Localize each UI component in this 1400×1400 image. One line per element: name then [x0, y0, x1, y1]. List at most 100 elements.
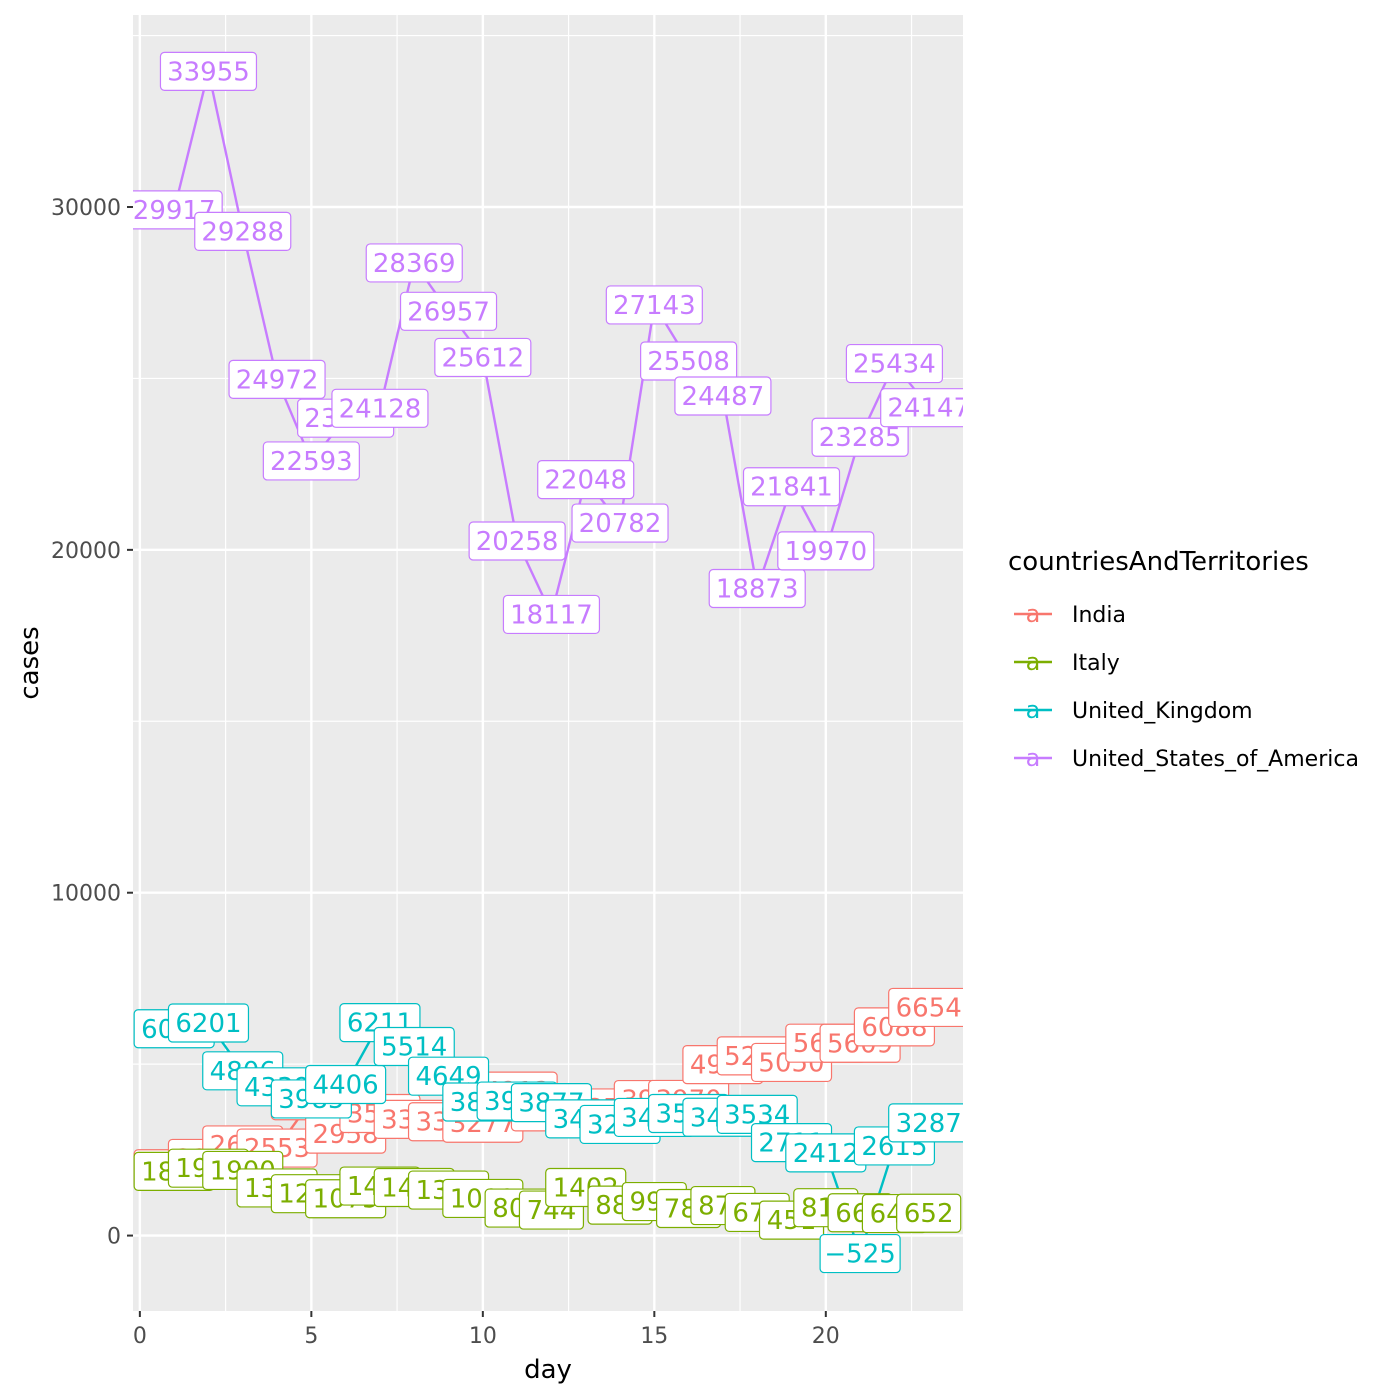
data-label-text: 25612 [441, 343, 524, 373]
data-label-box [502, 594, 601, 635]
legend-key-glyph: a [1026, 744, 1041, 772]
data-label: 6201 [167, 1003, 250, 1043]
legend-item: a Italy [1014, 648, 1120, 676]
data-label: 3287 [888, 1103, 963, 1143]
data-label-text: 26957 [407, 297, 490, 327]
data-label: 27143 [605, 285, 703, 325]
data-label-box [468, 521, 566, 561]
data-label-box [194, 211, 292, 252]
x-tick-label: 0 [133, 1324, 147, 1349]
data-label-box [845, 343, 944, 384]
data-label-text: 24972 [236, 365, 319, 395]
data-label-box [228, 359, 326, 399]
data-label-box [888, 1103, 963, 1143]
data-label-text: 6201 [175, 1009, 241, 1039]
data-label: 22593 [262, 441, 360, 481]
data-label-box [167, 1003, 250, 1043]
legend-key-glyph: a [1026, 600, 1041, 628]
data-label: 18873 [708, 568, 806, 609]
data-label: 25508 [640, 341, 738, 381]
data-label-text: 25434 [853, 350, 936, 380]
data-label: 28369 [365, 243, 463, 283]
data-label: −525 [819, 1233, 901, 1274]
data-label: 18117 [502, 594, 601, 635]
legend-key-glyph: a [1026, 696, 1041, 724]
y-tick-label: 20000 [51, 539, 121, 564]
data-label: 29288 [194, 211, 292, 252]
legend: countriesAndTerritories a India a Italy a Uni… [1008, 547, 1359, 772]
data-label-text: 20782 [579, 509, 662, 539]
legend-label: India [1072, 603, 1126, 628]
data-label-box [605, 285, 703, 325]
data-label-text: 24128 [339, 394, 422, 424]
y-axis-title: cases [15, 626, 45, 699]
data-label-text: 24147 [887, 394, 970, 424]
data-label-box [896, 1193, 962, 1233]
data-label: 21841 [742, 467, 841, 507]
y-tick-label: 30000 [51, 196, 121, 221]
legend-item: a United_States_of_America [1014, 744, 1359, 772]
legend-label: United_States_of_America [1072, 747, 1359, 772]
x-tick-label: 20 [812, 1324, 840, 1349]
data-label-box [365, 243, 463, 283]
data-label: 24128 [331, 388, 429, 428]
y-tick-label: 0 [107, 1225, 121, 1250]
data-label: 33955 [159, 51, 258, 92]
y-tick-label: 10000 [51, 882, 121, 907]
data-label-text: 25508 [647, 347, 730, 377]
data-label: 6654 [888, 987, 963, 1028]
legend-item: a United_Kingdom [1014, 696, 1253, 724]
data-label-box [880, 388, 963, 428]
data-label: 4406 [305, 1064, 387, 1105]
data-label-text: 19970 [784, 537, 867, 567]
data-label: 19970 [777, 531, 875, 571]
legend-title: countriesAndTerritories [1008, 547, 1309, 577]
data-label-box [305, 1064, 387, 1105]
data-label-text: 23285 [819, 423, 902, 453]
x-tick-label: 5 [304, 1324, 318, 1349]
data-label-box [708, 568, 806, 609]
data-label-box [399, 291, 498, 331]
data-label: 26957 [399, 291, 498, 331]
data-label: 5514 [373, 1026, 455, 1067]
data-label-box [331, 388, 429, 428]
data-label: 25434 [845, 343, 944, 384]
data-label-text: 22048 [544, 466, 627, 496]
legend-label: United_Kingdom [1072, 699, 1253, 724]
data-label-text: 20258 [476, 527, 559, 557]
data-label-text: 21841 [750, 473, 833, 503]
data-label-text: 22593 [270, 447, 353, 477]
data-label-box [571, 503, 669, 543]
data-label-text: 6654 [896, 993, 962, 1023]
data-label-text: 27143 [613, 291, 696, 321]
data-label-text: 2412 [793, 1139, 859, 1169]
axes: 0 5 10 15 20 0 10000 20000 30000 [51, 196, 840, 1349]
data-label: 24972 [228, 359, 326, 399]
data-label-box [811, 417, 909, 457]
data-label-text: 24487 [682, 382, 765, 412]
data-label-box [159, 51, 258, 92]
data-label-box [742, 467, 841, 507]
data-label-text: 18117 [510, 600, 593, 630]
data-label-text: −525 [824, 1240, 895, 1270]
data-label-text: 652 [904, 1199, 954, 1229]
x-tick-label: 10 [469, 1324, 497, 1349]
data-label-box [777, 531, 875, 571]
data-label-box [537, 460, 635, 500]
data-label-box [888, 987, 963, 1028]
data-label-text: 33955 [167, 57, 250, 87]
data-label-text: 29288 [201, 217, 284, 247]
data-label-text: 28369 [373, 249, 456, 279]
data-labels: 1950225026442553393229583561339033203277… [133, 51, 970, 1274]
data-label-box [262, 441, 360, 481]
data-label-text: 4406 [313, 1071, 379, 1101]
legend-label: Italy [1072, 651, 1120, 676]
data-label-box [674, 376, 772, 416]
data-label: 20258 [468, 521, 566, 561]
x-tick-label: 15 [640, 1324, 668, 1349]
data-label-text: 3287 [896, 1109, 962, 1139]
data-label: 652 [896, 1193, 962, 1233]
data-label: 24147 [880, 388, 970, 428]
